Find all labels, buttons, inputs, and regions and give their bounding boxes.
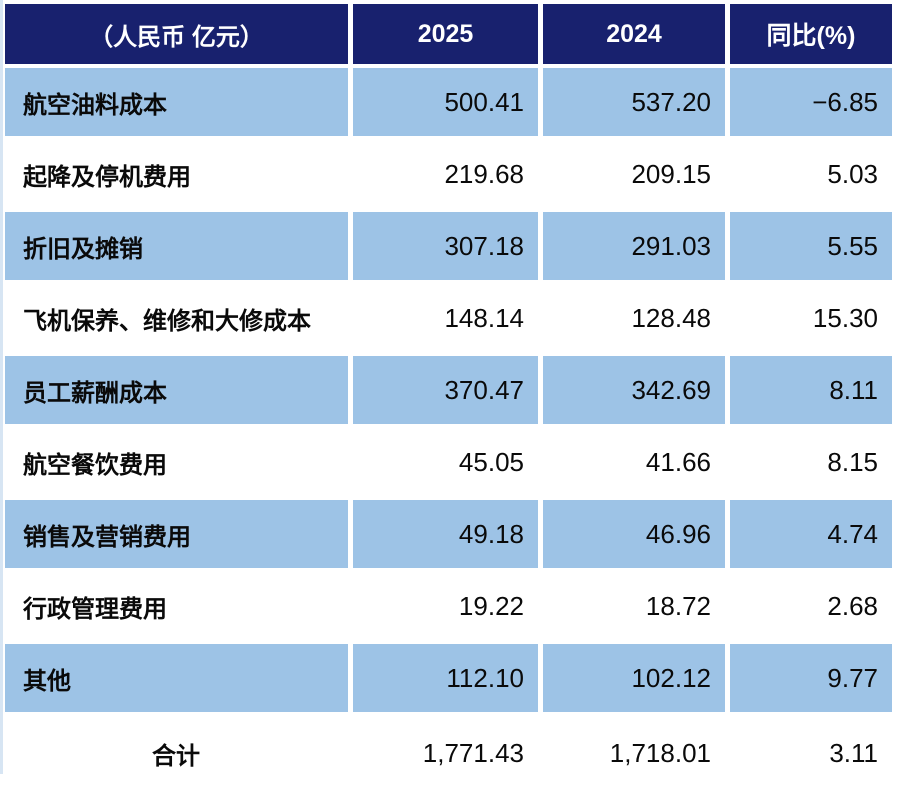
header-cell-currency-unit: （人民币 亿元） — [5, 4, 348, 64]
value-2025: 219.68 — [353, 140, 538, 208]
total-2025: 1,771.43 — [353, 716, 538, 790]
value-2025: 49.18 — [353, 500, 538, 568]
value-yoy: 5.55 — [730, 212, 892, 280]
table-row-catering: 航空餐饮费用 45.05 41.66 8.15 — [5, 428, 892, 496]
value-yoy: 5.03 — [730, 140, 892, 208]
header-row: （人民币 亿元） 2025 2024 同比(%) — [5, 4, 892, 64]
value-2025: 112.10 — [353, 644, 538, 712]
value-2024: 41.66 — [543, 428, 725, 496]
total-2024: 1,718.01 — [543, 716, 725, 790]
expense-label: 飞机保养、维修和大修成本 — [5, 284, 348, 352]
value-2025: 148.14 — [353, 284, 538, 352]
value-2024: 46.96 — [543, 500, 725, 568]
expense-label: 其他 — [5, 644, 348, 712]
value-2025: 45.05 — [353, 428, 538, 496]
header-cell-2025: 2025 — [353, 4, 538, 64]
value-2024: 291.03 — [543, 212, 725, 280]
expense-label: 员工薪酬成本 — [5, 356, 348, 424]
expense-label: 销售及营销费用 — [5, 500, 348, 568]
value-2024: 18.72 — [543, 572, 725, 640]
value-2024: 102.12 — [543, 644, 725, 712]
value-2025: 500.41 — [353, 68, 538, 136]
value-2024: 537.20 — [543, 68, 725, 136]
value-2025: 19.22 — [353, 572, 538, 640]
value-yoy: −6.85 — [730, 68, 892, 136]
value-yoy: 8.11 — [730, 356, 892, 424]
expense-label: 行政管理费用 — [5, 572, 348, 640]
left-edge-line — [0, 0, 3, 774]
table-row-staff: 员工薪酬成本 370.47 342.69 8.11 — [5, 356, 892, 424]
value-2025: 307.18 — [353, 212, 538, 280]
table-row-admin: 行政管理费用 19.22 18.72 2.68 — [5, 572, 892, 640]
value-yoy: 2.68 — [730, 572, 892, 640]
value-yoy: 8.15 — [730, 428, 892, 496]
table-row-maintenance: 飞机保养、维修和大修成本 148.14 128.48 15.30 — [5, 284, 892, 352]
table-body: 航空油料成本 500.41 537.20 −6.85 起降及停机费用 219.6… — [5, 68, 892, 790]
table-header: （人民币 亿元） 2025 2024 同比(%) — [5, 4, 892, 64]
table-row-total: 合计 1,771.43 1,718.01 3.11 — [5, 716, 892, 790]
table-row-sales-marketing: 销售及营销费用 49.18 46.96 4.74 — [5, 500, 892, 568]
table-row-others: 其他 112.10 102.12 9.77 — [5, 644, 892, 712]
value-yoy: 9.77 — [730, 644, 892, 712]
expense-label: 起降及停机费用 — [5, 140, 348, 208]
total-label: 合计 — [5, 716, 348, 790]
table-row-landing: 起降及停机费用 219.68 209.15 5.03 — [5, 140, 892, 208]
table-row-depreciation: 折旧及摊销 307.18 291.03 5.55 — [5, 212, 892, 280]
value-2025: 370.47 — [353, 356, 538, 424]
table-row-fuel: 航空油料成本 500.41 537.20 −6.85 — [5, 68, 892, 136]
header-cell-2024: 2024 — [543, 4, 725, 64]
value-yoy: 15.30 — [730, 284, 892, 352]
expense-label: 航空餐饮费用 — [5, 428, 348, 496]
expense-label: 折旧及摊销 — [5, 212, 348, 280]
total-yoy: 3.11 — [730, 716, 892, 790]
value-2024: 209.15 — [543, 140, 725, 208]
expense-label: 航空油料成本 — [5, 68, 348, 136]
value-2024: 128.48 — [543, 284, 725, 352]
value-2024: 342.69 — [543, 356, 725, 424]
header-cell-yoy: 同比(%) — [730, 4, 892, 64]
value-yoy: 4.74 — [730, 500, 892, 568]
